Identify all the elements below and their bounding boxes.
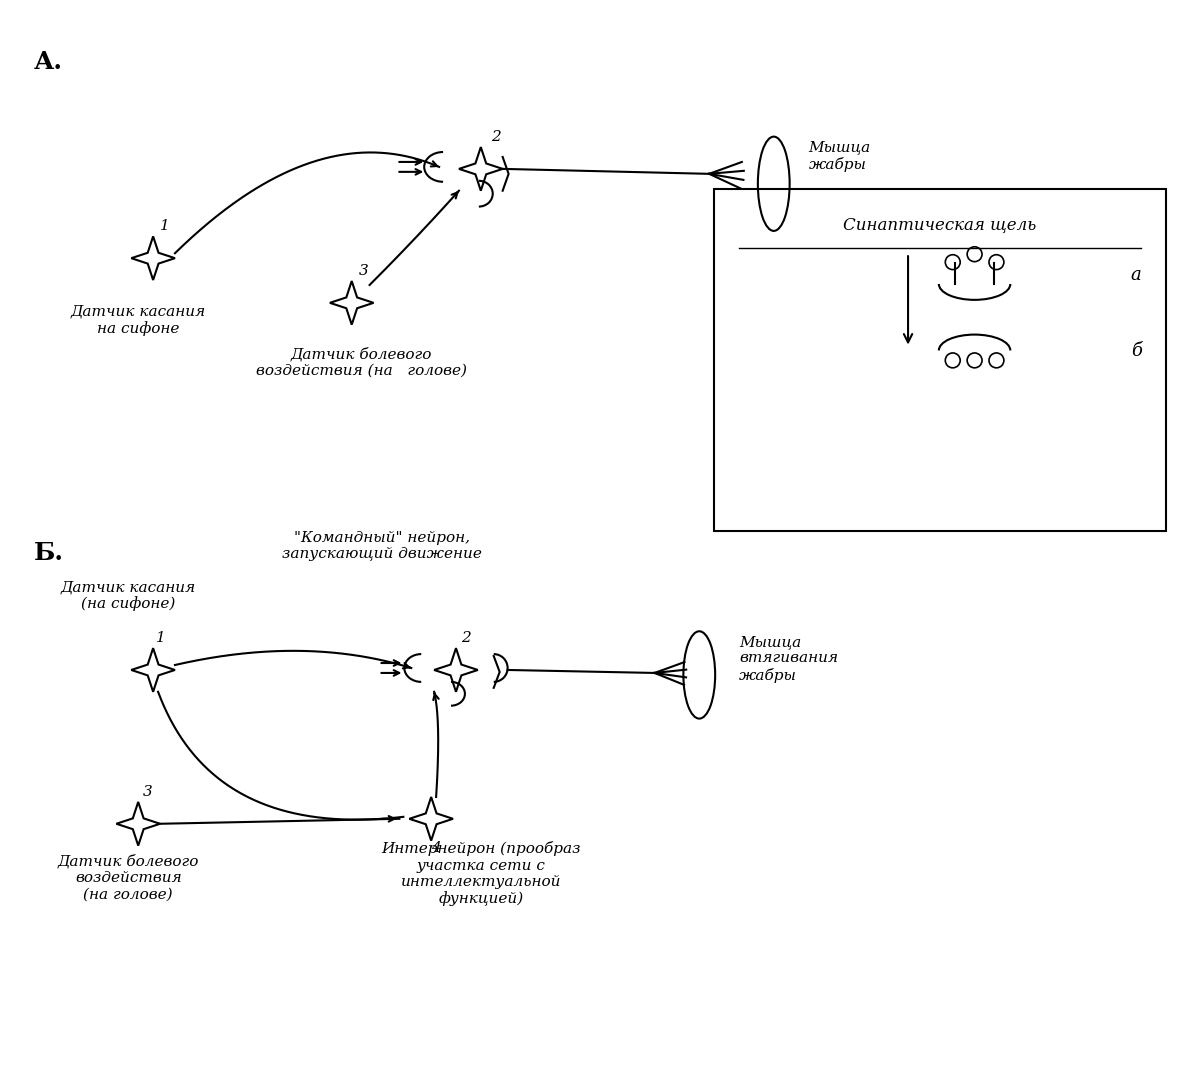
Text: Датчик болевого
воздействия
(на голове): Датчик болевого воздействия (на голове) — [57, 854, 199, 902]
Text: Датчик болевого
воздействия (на   голове): Датчик болевого воздействия (на голове) — [256, 346, 467, 378]
Text: 3: 3 — [359, 264, 368, 278]
Text: Б.: Б. — [33, 541, 64, 565]
Bar — [714, 188, 1166, 532]
Text: Синаптическая щель: Синаптическая щель — [844, 216, 1037, 233]
Text: Интернейрон (прообраз
участка сети с
интеллектуальной
функцией): Интернейрон (прообраз участка сети с инт… — [381, 841, 581, 906]
Text: Мышца
жабры: Мышца жабры — [808, 141, 870, 172]
Text: Мышца
втягивания
жабры: Мышца втягивания жабры — [739, 635, 838, 683]
Text: 2: 2 — [491, 130, 501, 144]
Text: а: а — [1131, 266, 1142, 284]
Text: б: б — [1131, 342, 1142, 360]
Text: 4: 4 — [432, 840, 441, 854]
Text: 2: 2 — [461, 632, 471, 646]
Text: "Командный" нейрон,
запускающий движение: "Командный" нейрон, запускающий движение — [281, 530, 482, 561]
Text: Датчик касания
(на сифоне): Датчик касания (на сифоне) — [61, 580, 195, 611]
Text: 1: 1 — [160, 220, 170, 233]
Text: А.: А. — [33, 49, 63, 74]
Text: 1: 1 — [156, 632, 166, 646]
Text: 3: 3 — [143, 785, 153, 799]
Text: Датчик касания
на сифоне: Датчик касания на сифоне — [70, 305, 206, 336]
